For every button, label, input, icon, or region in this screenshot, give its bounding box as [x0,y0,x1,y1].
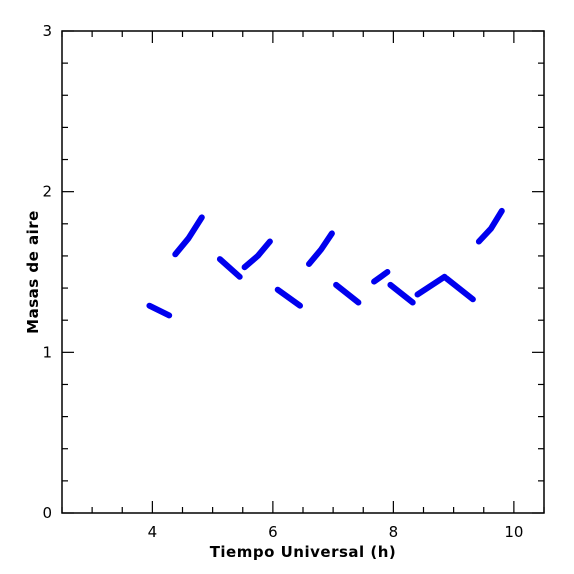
series-segment-8 [371,269,391,285]
series-segment-5 [274,286,303,309]
y-tick-labels: 0 1 2 3 [42,22,52,522]
x-tick-label: 6 [268,523,278,541]
series-segment-10 [414,273,448,298]
series-segment-7 [333,281,362,306]
plot-frame [61,30,545,514]
y-tick-label: 2 [42,183,52,201]
series-segment-6 [306,230,335,267]
major-ticks [62,30,544,514]
series-segment-4 [241,238,273,271]
series-segment-1 [146,302,173,319]
x-tick-labels: 4 6 8 10 [148,523,524,541]
series-segment-11 [443,275,476,303]
y-tick-label: 3 [42,22,52,40]
y-tick-label: 1 [42,343,52,361]
x-axis-label: Tiempo Universal (h) [210,543,397,561]
series-segment-3 [216,256,243,280]
x-tick-label: 4 [148,523,158,541]
x-tick-label: 8 [389,523,399,541]
series-segment-9 [387,281,416,306]
y-axis-label: Masas de aire [24,210,42,334]
x-tick-label: 10 [504,523,523,541]
series-segment-12 [475,207,505,245]
minor-ticks [61,31,545,513]
y-tick-label: 0 [42,504,52,522]
series-layer [146,207,505,319]
series-segment-2 [172,214,205,258]
